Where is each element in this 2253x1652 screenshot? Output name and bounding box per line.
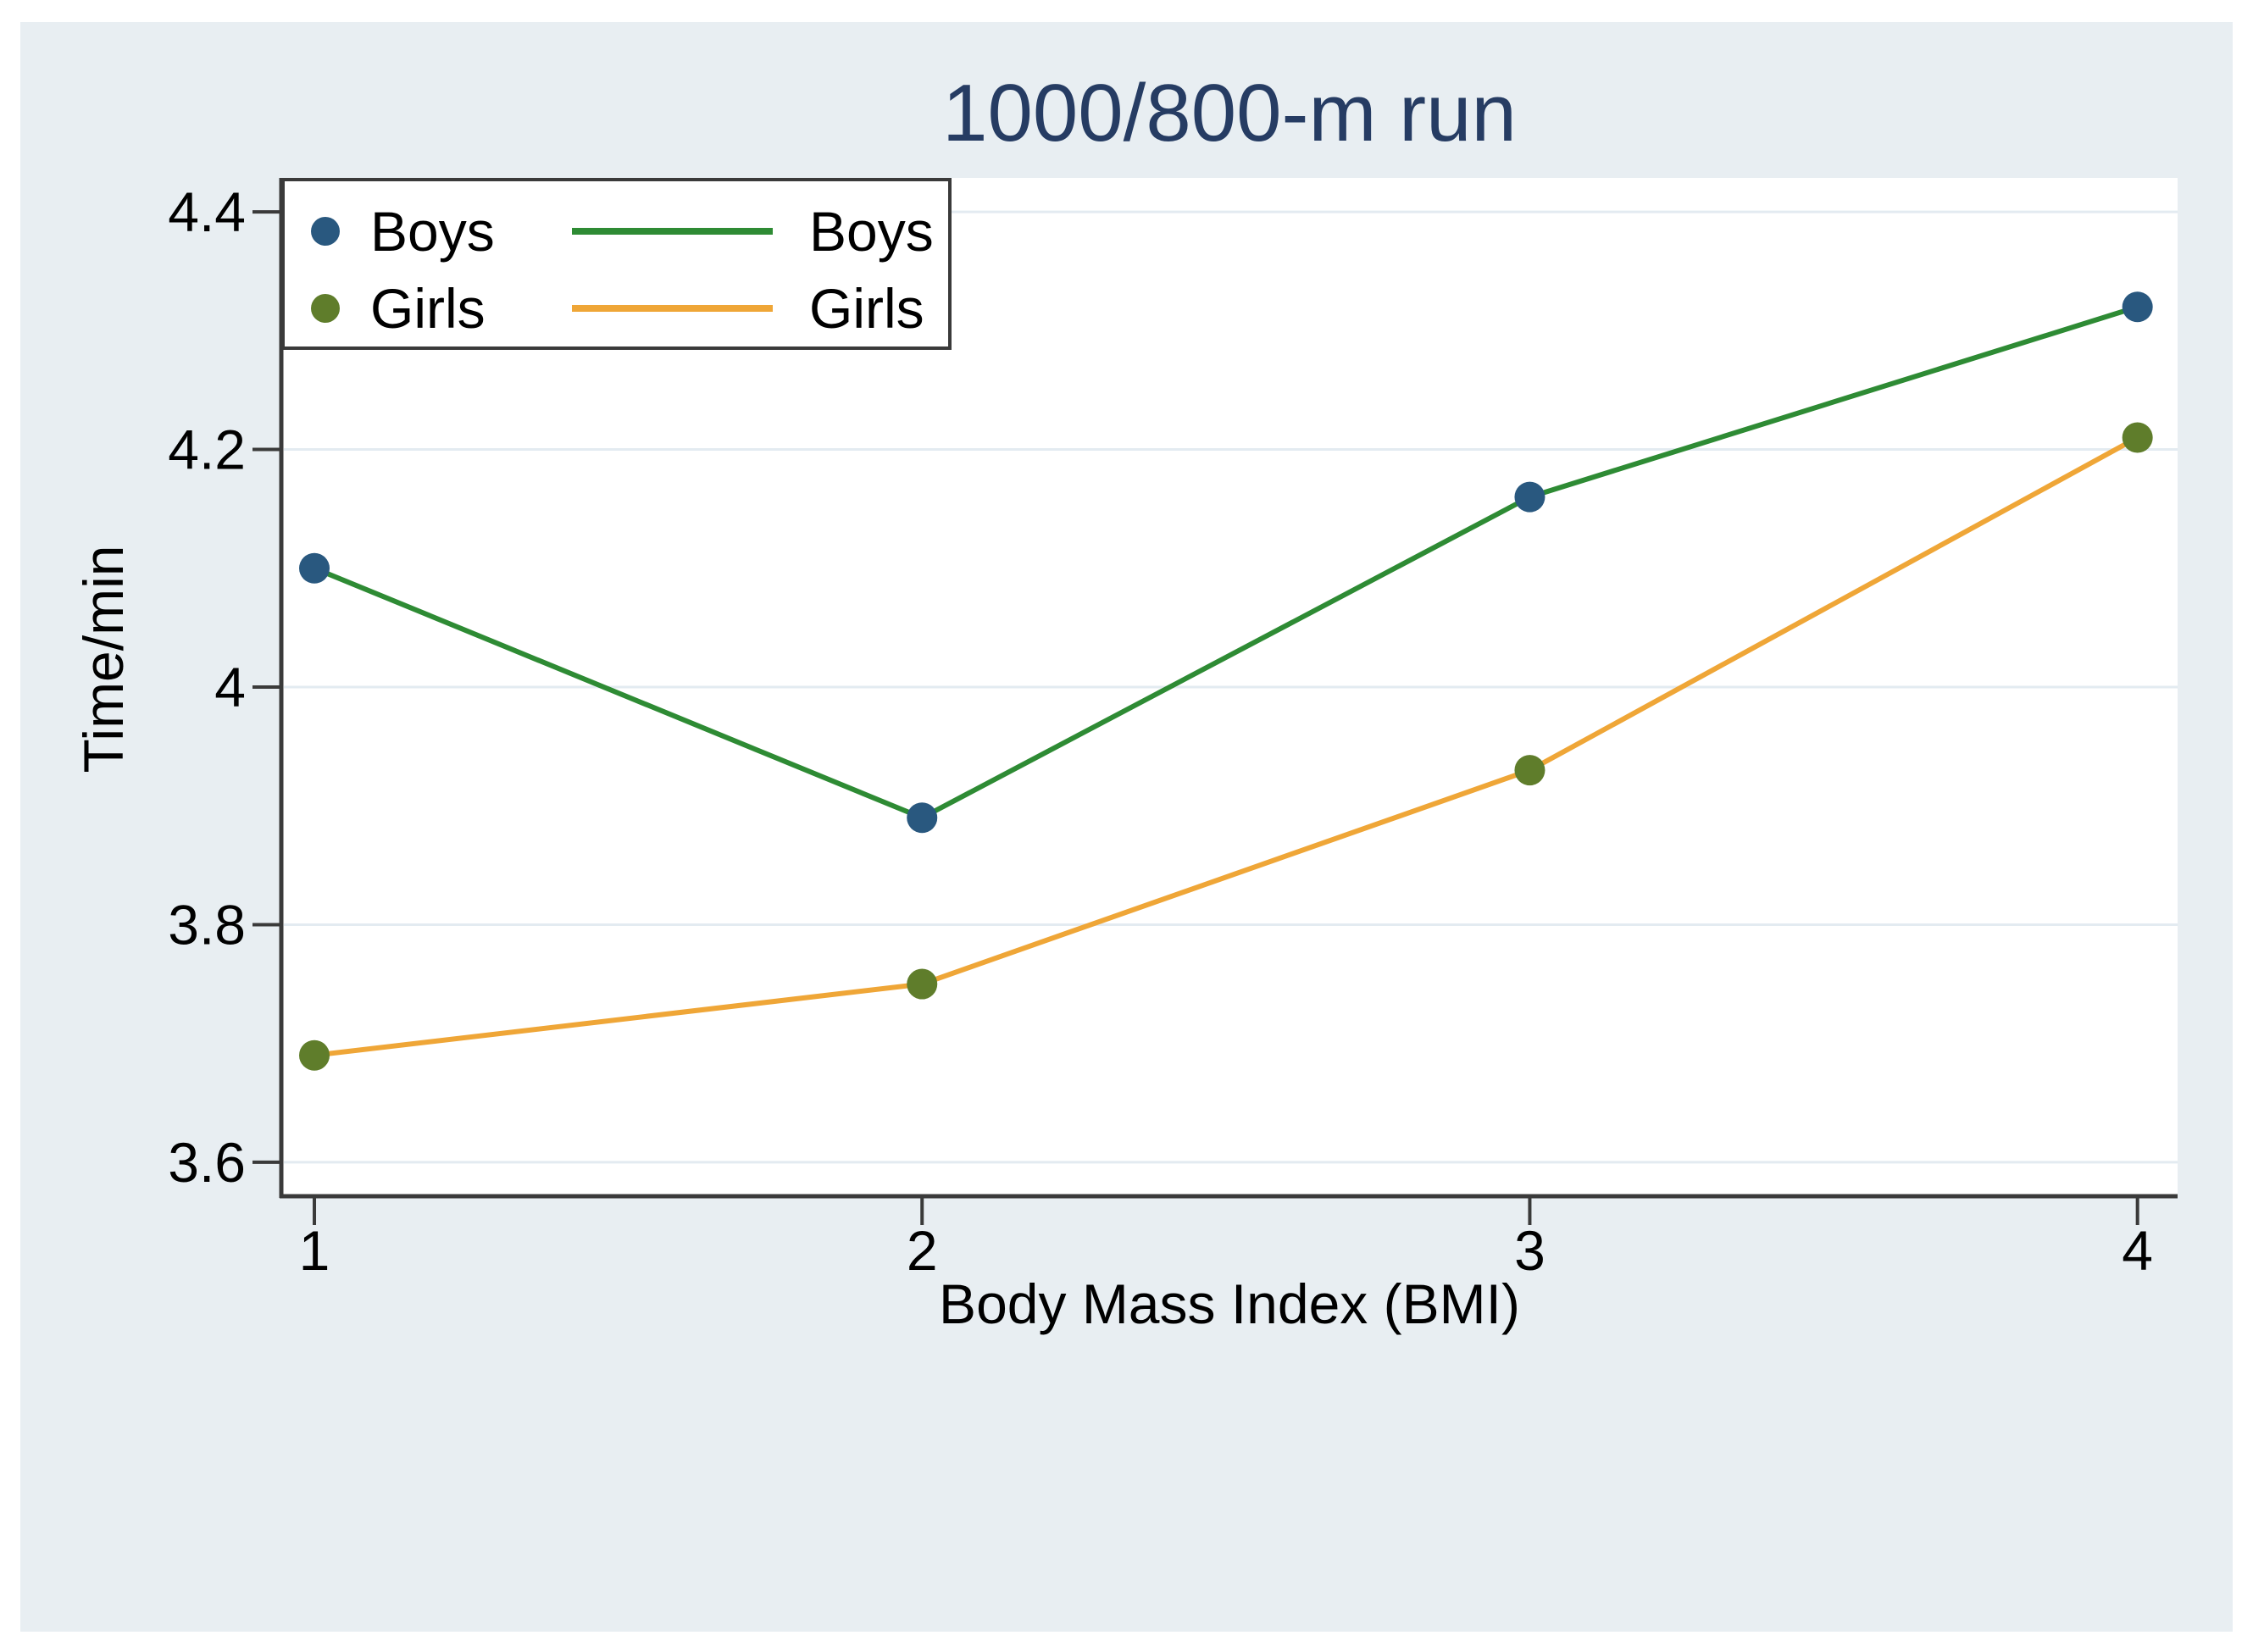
y-axis-title: Time/min	[72, 545, 135, 773]
y-tick-label: 4	[214, 656, 246, 718]
marker-girls-3	[2122, 422, 2153, 453]
legend-label-marker-boys: Boys	[370, 200, 495, 263]
legend-line-swatch-boys	[572, 228, 773, 235]
marker-boys-3	[2122, 291, 2153, 323]
legend: Boys Boys Girls Girls	[281, 178, 952, 350]
marker-girls-2	[1514, 755, 1545, 786]
series-line-girls	[312, 435, 2140, 1058]
marker-boys-2	[1514, 481, 1545, 513]
x-tick-label: 1	[299, 1219, 330, 1282]
legend-label-marker-girls: Girls	[370, 277, 486, 340]
x-tick-label: 2	[907, 1219, 938, 1282]
marker-girls-0	[299, 1039, 330, 1071]
y-tick-label: 3.8	[168, 893, 246, 956]
legend-label-line-boys: Boys	[809, 200, 934, 263]
y-tick-label: 4.4	[168, 180, 246, 243]
x-axis-title: Body Mass Index (BMI)	[939, 1272, 1520, 1335]
series-line-boys	[312, 304, 2140, 821]
x-tick-label: 4	[2122, 1219, 2153, 1282]
y-tick-label: 4.2	[168, 419, 246, 481]
legend-label-line-girls: Girls	[809, 277, 924, 340]
legend-marker-dot-girls	[311, 294, 340, 323]
x-tick-label: 3	[1514, 1219, 1545, 1282]
legend-line-swatch-girls	[572, 305, 773, 312]
legend-marker-dot-boys	[311, 217, 340, 246]
marker-boys-1	[907, 802, 938, 834]
chart-title: 1000/800-m run	[942, 68, 1517, 158]
marker-boys-0	[299, 552, 330, 584]
marker-girls-1	[907, 968, 938, 1000]
y-tick-label: 3.6	[168, 1131, 246, 1194]
